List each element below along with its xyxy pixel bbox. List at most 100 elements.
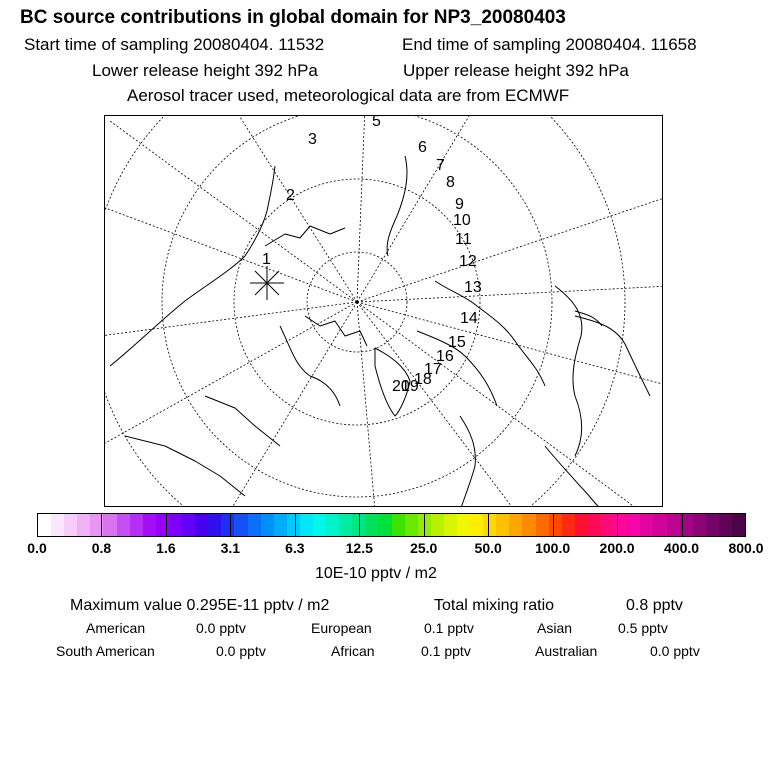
colorbar-swatch-3 [77, 514, 91, 536]
trajectory-label-19: 19 [401, 378, 419, 395]
meridian-6 [356, 286, 662, 303]
meridian-14 [105, 207, 358, 303]
colorbar-tick-label: 200.0 [599, 540, 635, 556]
colorbar-tick-label: 0.0 [27, 540, 47, 556]
meridian-1 [109, 120, 358, 303]
latitude-circle-80 [306, 251, 408, 353]
trajectory-labels: 20 19 18 17 16 15 14 13 12 11 10 9 8 7 6… [262, 116, 482, 395]
region-name-african: African [331, 643, 375, 659]
colorbar-swatch-50 [692, 514, 706, 536]
colorbar-divider [552, 514, 554, 536]
region-value-european: 0.1 pptv [424, 620, 474, 636]
colorbar-divider [101, 514, 103, 536]
colorbar-swatch-44 [614, 514, 628, 536]
trajectory-label-6: 6 [418, 139, 427, 156]
colorbar-swatch-53 [731, 514, 746, 536]
colorbar-tick-label: 100.0 [535, 540, 571, 556]
colorbar-swatch-43 [601, 514, 615, 536]
colorbar-tick-label: 800.0 [728, 540, 764, 556]
colorbar-swatch-51 [705, 514, 719, 536]
colorbar-swatch-21 [312, 514, 327, 536]
meridian-9 [356, 301, 512, 506]
coastline-arctic-islands-b [304, 315, 368, 347]
colorbar-swatch-0 [38, 514, 52, 536]
colorbar-divider [488, 514, 490, 536]
colorbar-swatch-4 [90, 514, 104, 536]
colorbar-swatch-16 [247, 514, 261, 536]
colorbar-swatch-48 [666, 514, 680, 536]
coastline-pacific-south [124, 435, 246, 497]
region-value-asian: 0.5 pptv [618, 620, 668, 636]
coastline-black-sea [574, 310, 603, 327]
coastline-europe-south [554, 285, 583, 457]
colorbar-swatch-19 [286, 514, 300, 536]
meridian-5 [356, 198, 662, 303]
colorbar-swatch-36 [509, 514, 523, 536]
colorbar-swatch-24 [352, 514, 366, 536]
trajectory-label-20: 20 [392, 378, 410, 395]
trajectory-label-16: 16 [436, 348, 454, 365]
trajectory-label-2: 2 [286, 187, 295, 204]
coastline-africa-west [544, 445, 599, 506]
region-value-australian: 0.0 pptv [650, 643, 700, 659]
trajectory-label-5: 5 [372, 116, 381, 130]
colorbar-tick-label: 50.0 [474, 540, 502, 556]
latitude-circle-60 [161, 116, 553, 498]
colorbar-tick-label: 25.0 [410, 540, 438, 556]
colorbar-swatch-17 [260, 514, 274, 536]
colorbar-divider [165, 514, 167, 536]
colorbar-swatch-30 [430, 514, 444, 536]
trajectory-label-7: 7 [436, 157, 445, 174]
colorbar-swatch-42 [587, 514, 602, 536]
colorbar-divider [359, 514, 361, 536]
colorbar-swatch-34 [483, 514, 497, 536]
colorbar-swatch-26 [378, 514, 392, 536]
colorbar-swatch-32 [457, 514, 471, 536]
colorbar-swatch-6 [116, 514, 130, 536]
colorbar-swatch-15 [234, 514, 248, 536]
meridian-7 [356, 301, 662, 385]
colorbar-swatch-7 [129, 514, 143, 536]
coastline-north-america-east [204, 395, 281, 447]
region-name-american: American [86, 620, 146, 636]
colorbar-swatch-2 [64, 514, 78, 536]
colorbar-swatch-41 [574, 514, 588, 536]
upper-release-label: Upper release height 392 hPa [403, 61, 629, 80]
maximum-value-label: Maximum value 0.295E-11 pptv / m2 [70, 597, 330, 614]
colorbar-swatch-23 [339, 514, 353, 536]
coastline-eurasia-arctic [434, 280, 546, 387]
end-time-label: End time of sampling 20080404. 11658 [402, 35, 697, 54]
release-point-marker [250, 266, 284, 300]
start-time-label: Start time of sampling 20080404. 11532 [24, 35, 325, 54]
colorbar-unit: 10E-10 pptv / m2 [315, 565, 437, 582]
coastline-greenland [374, 347, 411, 417]
colorbar-swatch-35 [496, 514, 510, 536]
colorbar-swatch-33 [470, 514, 484, 536]
colorbar-swatch-20 [299, 514, 313, 536]
colorbar-tick-label: 0.8 [91, 540, 112, 556]
trajectory-label-3: 3 [308, 131, 317, 148]
colorbar-swatch-45 [627, 514, 641, 536]
colorbar-swatch-47 [653, 514, 667, 536]
region-value-american: 0.0 pptv [196, 620, 246, 636]
trajectory-label-9: 9 [455, 196, 464, 213]
trajectory-label-8: 8 [446, 174, 455, 191]
colorbar-swatch-28 [404, 514, 418, 536]
coastline-arctic-islands-a [264, 225, 346, 247]
trajectory-label-10: 10 [453, 212, 471, 229]
colorbar-swatch-13 [208, 514, 222, 536]
colorbar-swatch-1 [51, 514, 65, 536]
region-name-australian: Australian [535, 643, 598, 659]
latitude-circle-70 [233, 178, 481, 426]
meridian-8 [356, 301, 634, 506]
latitude-circle-50 [105, 116, 626, 506]
meridian-3 [356, 116, 365, 303]
meridian-10 [356, 301, 375, 506]
trajectory-label-13: 13 [464, 279, 482, 296]
trajectory-label-15: 15 [448, 334, 466, 351]
graticule [105, 116, 662, 506]
region-name-south-american: South American [56, 643, 155, 659]
colorbar-divider [294, 514, 296, 536]
colorbar-swatch-37 [522, 514, 536, 536]
colorbar-swatch-12 [195, 514, 209, 536]
